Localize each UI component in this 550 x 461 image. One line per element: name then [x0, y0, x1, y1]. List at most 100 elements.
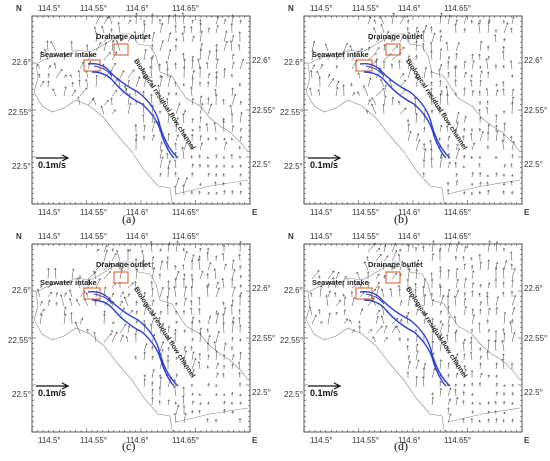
north-label: N	[288, 232, 294, 241]
map-svg	[31, 240, 251, 433]
lat-tick-left-0: 22.6°	[284, 286, 303, 295]
lon-tick-top-1: 114.55°	[80, 4, 108, 13]
panel-caption: (c)	[122, 439, 136, 453]
lon-tick-top-1: 114.55°	[352, 232, 380, 241]
lon-tick-bottom-0: 114.5°	[310, 208, 333, 217]
lon-tick-top-2: 114.6°	[126, 4, 149, 13]
lon-tick-bottom-3: 114.65°	[444, 208, 472, 217]
lon-tick-bottom-1: 114.55°	[352, 436, 380, 445]
channel-line-upper	[359, 290, 451, 387]
lat-tick-right-0: 22.6°	[524, 56, 543, 65]
seawater-intake-box	[83, 59, 101, 72]
lon-tick-bottom-0: 114.5°	[310, 436, 333, 445]
coastline	[305, 33, 521, 205]
lat-tick-left-0: 22.6°	[284, 58, 303, 67]
drainage-outlet-label: Drainage outlet	[368, 32, 423, 41]
seawater-intake-box	[355, 59, 373, 72]
lon-tick-bottom-1: 114.55°	[80, 208, 108, 217]
lat-tick-right-0: 22.6°	[252, 284, 271, 293]
lat-tick-left-1: 22.55°	[280, 336, 304, 345]
lon-tick-bottom-2: 114.6°	[126, 436, 149, 445]
lon-tick-bottom-1: 114.55°	[352, 208, 380, 217]
lat-tick-right-1: 22.55°	[524, 106, 548, 115]
lon-tick-top-0: 114.5°	[310, 232, 333, 241]
seawater-intake-label: Seawater intake	[312, 278, 369, 287]
lon-tick-top-0: 114.5°	[310, 4, 333, 13]
lon-tick-top-1: 114.55°	[80, 232, 108, 241]
lat-tick-right-0: 22.6°	[524, 284, 543, 293]
channel-line-lower	[91, 299, 175, 387]
lon-tick-top-2: 114.6°	[126, 232, 149, 241]
lat-tick-right-1: 22.55°	[524, 334, 548, 343]
channel-line-upper	[359, 62, 451, 159]
east-label: E	[524, 208, 530, 217]
map-svg	[31, 12, 251, 205]
lat-tick-left-1: 22.55°	[8, 336, 32, 345]
scale-label: 0.1m/s	[310, 388, 339, 398]
lat-tick-right-1: 22.55°	[252, 334, 276, 343]
lat-tick-left-2: 22.5°	[284, 162, 303, 171]
panel-caption: (a)	[122, 212, 136, 226]
map-panel-d: 114.5° 114.5° 114.55° 114.55° 114.6° 114.6° 11…	[280, 230, 548, 458]
lon-tick-bottom-3: 114.65°	[444, 436, 472, 445]
lat-tick-right-2: 22.5°	[252, 160, 271, 169]
seawater-intake-label: Seawater intake	[40, 50, 97, 59]
panel-caption: (d)	[394, 439, 408, 453]
east-label: E	[252, 436, 258, 445]
lon-tick-bottom-0: 114.5°	[38, 436, 61, 445]
scale-label: 0.1m/s	[310, 160, 339, 170]
scale-label: 0.1m/s	[38, 388, 67, 398]
lat-tick-right-2: 22.5°	[252, 388, 271, 397]
coastline	[33, 33, 249, 205]
north-label: N	[288, 4, 294, 13]
lat-tick-left-0: 22.6°	[12, 58, 31, 67]
channel-line-upper	[87, 62, 179, 159]
channel-line-upper	[87, 290, 179, 387]
drainage-outlet-box	[113, 43, 129, 56]
drainage-outlet-box	[385, 271, 401, 284]
lon-tick-top-3: 114.65°	[172, 232, 200, 241]
lat-tick-left-0: 22.6°	[12, 286, 31, 295]
map-panel-b: 114.5° 114.5° 114.55° 114.55° 114.6° 114.6° 11…	[280, 2, 548, 230]
lon-tick-bottom-3: 114.65°	[172, 208, 200, 217]
lat-tick-right-0: 22.6°	[252, 56, 271, 65]
map-svg	[303, 240, 523, 433]
drainage-outlet-label: Drainage outlet	[368, 260, 423, 269]
lon-tick-top-3: 114.65°	[172, 4, 200, 13]
channel-line-lower	[363, 299, 447, 387]
channel-line-lower	[363, 71, 447, 159]
lat-tick-left-1: 22.55°	[280, 108, 304, 117]
seawater-intake-label: Seawater intake	[40, 278, 97, 287]
lat-tick-left-2: 22.5°	[12, 390, 31, 399]
lon-tick-top-0: 114.5°	[38, 232, 61, 241]
lon-tick-top-3: 114.65°	[444, 232, 472, 241]
seawater-intake-label: Seawater intake	[312, 50, 369, 59]
panel-caption: (b)	[394, 212, 408, 226]
seawater-intake-box	[83, 287, 101, 300]
lon-tick-bottom-2: 114.6°	[398, 208, 421, 217]
drainage-outlet-box	[385, 43, 401, 56]
map-panel-c: 114.5° 114.5° 114.55° 114.55° 114.6° 114.6° 11…	[8, 230, 276, 458]
lon-tick-top-2: 114.6°	[398, 232, 421, 241]
drainage-outlet-label: Drainage outlet	[96, 260, 151, 269]
coastline	[33, 261, 249, 433]
lat-tick-left-2: 22.5°	[284, 390, 303, 399]
lon-tick-top-3: 114.65°	[444, 4, 472, 13]
channel-line-lower	[91, 71, 175, 159]
lat-tick-left-2: 22.5°	[12, 162, 31, 171]
current-vectors	[309, 12, 515, 196]
scale-arrow	[36, 382, 70, 390]
map-svg	[303, 12, 523, 205]
lon-tick-top-1: 114.55°	[352, 4, 380, 13]
lon-tick-top-2: 114.6°	[398, 4, 421, 13]
current-vectors	[36, 240, 243, 424]
map-panel-a: 114.5° 114.5° 114.55° 114.55° 114.6° 114.6° 11…	[8, 2, 275, 230]
scale-label: 0.1m/s	[38, 160, 67, 170]
scale-arrow	[308, 154, 342, 162]
north-label: N	[16, 4, 22, 13]
north-label: N	[16, 232, 22, 241]
lon-tick-bottom-2: 114.6°	[126, 208, 149, 217]
east-label: E	[524, 436, 530, 445]
drainage-outlet-box	[113, 271, 129, 284]
current-vectors	[308, 240, 517, 424]
